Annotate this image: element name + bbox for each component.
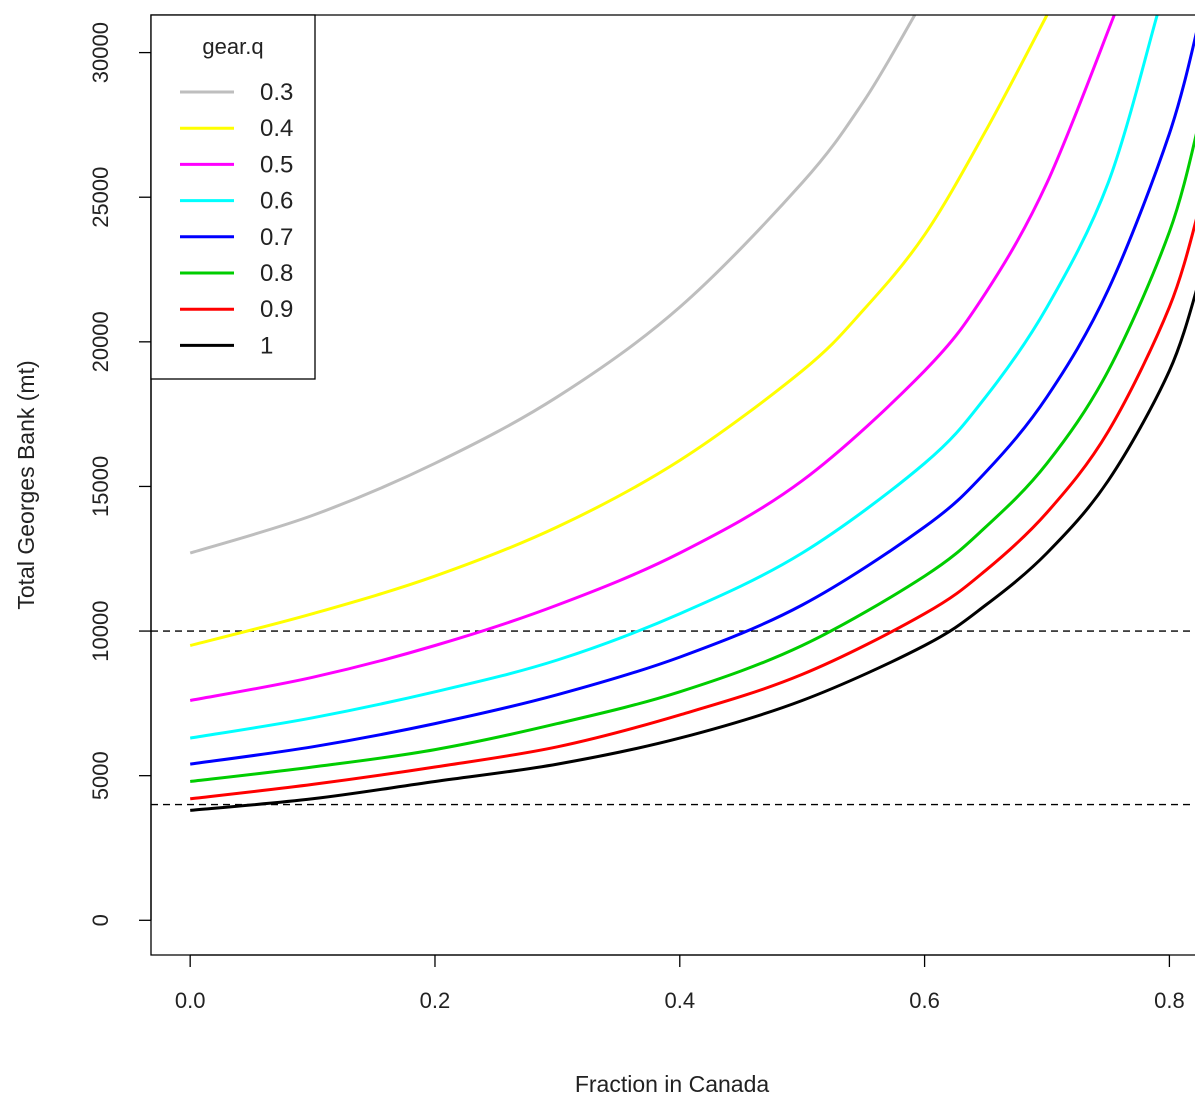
y-axis: 0 5000 10000 15000 20000 25000 30000 [88, 22, 152, 926]
series-line-0-6 [189, 15, 1159, 740]
series-line-1 [190, 289, 1195, 812]
legend-label: 0.9 [260, 296, 293, 323]
series-lines [189, 15, 1195, 812]
series-line-0-3 [189, 15, 917, 555]
series-line-0-7 [189, 32, 1195, 766]
y-tick-label: 5000 [88, 751, 113, 800]
legend-title: gear.q [202, 34, 263, 59]
x-tick-label: 0.8 [1154, 988, 1185, 1013]
legend-label: 1 [260, 332, 273, 359]
series-line-0-9 [190, 218, 1195, 801]
legend-label: 0.4 [260, 115, 293, 142]
x-tick-label: 0.4 [664, 988, 695, 1013]
y-tick-label: 25000 [88, 167, 113, 228]
series-line-0-5 [189, 15, 1116, 702]
legend-label: 0.3 [260, 79, 293, 106]
legend-label: 0.7 [260, 224, 293, 251]
legend-label: 0.8 [260, 260, 293, 287]
legend-label: 0.5 [260, 151, 293, 178]
x-tick-label: 0.0 [175, 988, 206, 1013]
y-axis-title: Total Georges Bank (mt) [13, 360, 39, 609]
legend: gear.q 0.3 0.4 0.5 0.6 0.7 0.8 0.9 1 [150, 14, 316, 380]
series-line-0-8 [190, 133, 1195, 783]
x-axis: 0.0 0.2 0.4 0.6 0.8 [175, 954, 1185, 1013]
y-tick-label: 20000 [88, 311, 113, 372]
x-tick-label: 0.2 [420, 988, 451, 1013]
legend-label: 0.6 [260, 188, 293, 215]
series-line-0-4 [189, 15, 1049, 647]
x-tick-label: 0.6 [909, 988, 940, 1013]
reference-lines [151, 630, 1195, 806]
legend-box [150, 14, 316, 380]
y-tick-label: 10000 [88, 601, 113, 662]
y-tick-label: 15000 [88, 456, 113, 517]
y-tick-label: 0 [88, 914, 113, 926]
x-axis-title: Fraction in Canada [575, 1071, 770, 1097]
y-tick-label: 30000 [88, 22, 113, 83]
